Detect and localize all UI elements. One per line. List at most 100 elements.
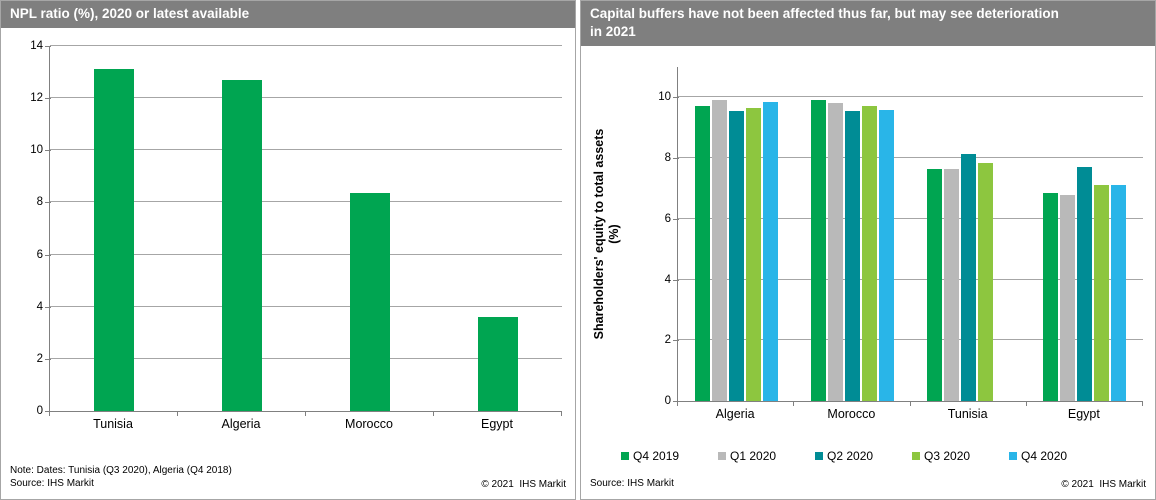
- gridline-8: [678, 157, 1143, 159]
- x-label-egypt: Egypt: [481, 417, 513, 431]
- category-morocco: [794, 67, 910, 401]
- bar-egypt: [478, 317, 518, 411]
- x-label-morocco: Morocco: [827, 407, 876, 421]
- npl-ratio-panel: NPL ratio (%), 2020 or latest available …: [0, 0, 576, 500]
- plot-area: [49, 45, 562, 412]
- y-tick-label-2: 2: [36, 352, 43, 365]
- right-chart-title-line1: Capital buffers have not been affected t…: [590, 6, 1059, 21]
- right-chart-header: Capital buffers have not been affected t…: [581, 1, 1155, 47]
- bar-morocco-q4-2019: [810, 100, 826, 401]
- legend-label-q4-2020: Q4 2020: [1021, 449, 1068, 463]
- bar-tunisia-q1-2020: [944, 168, 960, 401]
- legend-item-q4-2020: Q4 2020: [1009, 449, 1106, 463]
- y-axis-tick-4: [45, 306, 51, 308]
- npl-ratio-chart: 0 2 4 6 8 10 12 14 Tunisia Algeria Morocco Egypt: [1, 1, 575, 499]
- gridline-6: [678, 217, 1143, 219]
- bar-morocco-q1-2020: [827, 103, 843, 401]
- y-axis-tick-10: [45, 150, 51, 152]
- legend-label-q3-2020: Q3 2020: [924, 449, 971, 463]
- legend: Q4 2019 Q1 2020 Q2 2020 Q3 2020 Q4 2020: [621, 449, 1106, 463]
- category-egypt: [1027, 67, 1143, 401]
- y-tick-label-8: 8: [36, 196, 43, 209]
- category-algeria: [678, 67, 794, 401]
- left-chart-title: NPL ratio (%), 2020 or latest available: [10, 6, 250, 21]
- gridline-4: [678, 278, 1143, 280]
- x-axis-tick: [433, 412, 434, 416]
- y-tick-label-2: 2: [664, 334, 671, 347]
- x-label-algeria: Algeria: [715, 407, 755, 421]
- x-axis-tick: [1025, 402, 1027, 406]
- y-tick-label-14: 14: [30, 40, 43, 52]
- bar-algeria-q4-2019: [694, 106, 710, 401]
- bar-egypt-q4-2020: [1111, 185, 1127, 401]
- capital-buffers-chart: 0 2 4 6 8 10 Algeria Morocco Tunisia Egypt Q4 2019…: [581, 1, 1155, 499]
- bar-morocco-q4-2020: [878, 109, 894, 401]
- category-algeria: [178, 46, 306, 411]
- legend-item-q4-2019: Q4 2019: [621, 449, 718, 463]
- legend-swatch-q4-2020: [1009, 452, 1017, 460]
- gridline-6: [50, 253, 562, 255]
- gridline-8: [50, 201, 562, 203]
- left-chart-header: NPL ratio (%), 2020 or latest available: [1, 1, 575, 29]
- x-label-algeria: Algeria: [221, 417, 261, 431]
- y-axis-tick-0: [45, 411, 51, 412]
- legend-label-q2-2020: Q2 2020: [827, 449, 874, 463]
- bar-tunisia: [94, 69, 134, 411]
- y-tick-label-10: 10: [30, 144, 43, 157]
- gridline-2: [678, 339, 1143, 341]
- bar-egypt-q1-2020: [1060, 194, 1076, 401]
- legend-item-q1-2020: Q1 2020: [718, 449, 815, 463]
- right-chart-source: Source: IHS Markit: [590, 478, 674, 489]
- bar-morocco-q2-2020: [844, 111, 860, 401]
- y-tick-label-10: 10: [658, 91, 671, 104]
- x-label-morocco: Morocco: [345, 417, 393, 431]
- x-label-egypt: Egypt: [1067, 407, 1100, 421]
- left-chart-footnote: Note: Dates: Tunisia (Q3 2020), Algeria …: [10, 464, 232, 490]
- bar-egypt-q4-2019: [1043, 193, 1059, 401]
- y-axis-tick-0: [673, 401, 679, 402]
- x-label-tunisia: Tunisia: [93, 417, 133, 431]
- bar-algeria-q2-2020: [728, 111, 744, 401]
- gridline-10: [50, 149, 562, 151]
- x-axis-tick: [909, 402, 911, 406]
- y-tick-label-6: 6: [36, 248, 43, 261]
- bar-egypt-q2-2020: [1077, 167, 1093, 401]
- legend-item-q3-2020: Q3 2020: [912, 449, 1009, 463]
- capital-buffers-panel: Capital buffers have not been affected t…: [580, 0, 1156, 500]
- legend-label-q4-2019: Q4 2019: [633, 449, 680, 463]
- bars: [50, 46, 562, 411]
- left-chart-copyright: © 2021 IHS Markit: [481, 479, 566, 490]
- bar-algeria-q1-2020: [711, 100, 727, 401]
- legend-item-q2-2020: Q2 2020: [815, 449, 912, 463]
- x-axis-tick: [305, 412, 306, 416]
- y-axis-tick-10: [673, 97, 679, 99]
- bar-tunisia-q2-2020: [961, 153, 977, 401]
- right-chart-copyright: © 2021 IHS Markit: [1061, 479, 1146, 490]
- y-tick-label-4: 4: [664, 273, 671, 286]
- y-tick-label-8: 8: [664, 152, 671, 165]
- y-axis-tick-2: [45, 358, 51, 360]
- legend-swatch-q4-2019: [621, 452, 629, 460]
- legend-swatch-q3-2020: [912, 452, 920, 460]
- y-tick-label-6: 6: [664, 212, 671, 225]
- y-axis-tick-8: [45, 202, 51, 204]
- gridline-14: [50, 45, 562, 46]
- gridline-10: [678, 96, 1143, 98]
- gridline-2: [50, 357, 562, 359]
- left-chart-note: Note: Dates: Tunisia (Q3 2020), Algeria …: [10, 465, 232, 476]
- y-axis-tick-4: [673, 279, 679, 281]
- x-axis-tick: [49, 412, 50, 416]
- category-tunisia: [50, 46, 178, 411]
- y-axis-tick-6: [673, 218, 679, 220]
- y-tick-label-0: 0: [36, 405, 43, 417]
- x-label-tunisia: Tunisia: [947, 407, 988, 421]
- bar-tunisia-q4-2019: [927, 168, 943, 401]
- bar-morocco-q3-2020: [861, 106, 877, 401]
- y-tick-label-0: 0: [664, 395, 671, 407]
- x-axis-tick: [793, 402, 795, 406]
- bar-tunisia-q3-2020: [978, 162, 994, 401]
- bar-algeria: [222, 79, 262, 411]
- gridline-12: [50, 97, 562, 99]
- bar-morocco: [350, 193, 390, 411]
- y-axis-tick-14: [45, 46, 51, 47]
